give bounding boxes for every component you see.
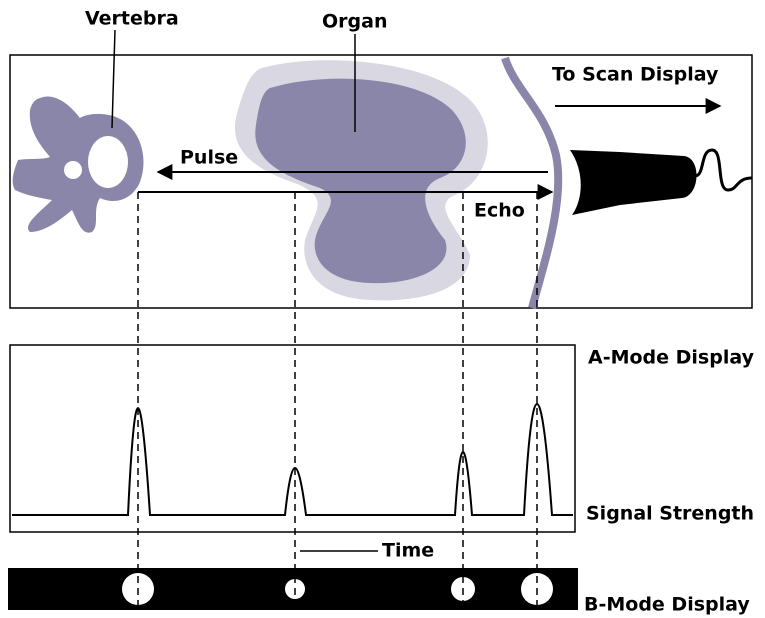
to-scan-label: To Scan Display [552, 64, 719, 86]
a-mode-box [9, 344, 576, 533]
a-mode-label: A-Mode Display [588, 347, 755, 369]
vertebra-hole [64, 161, 82, 179]
time-label: Time [382, 540, 434, 562]
pulse-label: Pulse [180, 147, 238, 169]
organ-label: Organ [322, 11, 387, 33]
vertebra-label: Vertebra [85, 8, 179, 30]
skin [501, 56, 563, 310]
dashed-guides [137, 192, 538, 605]
b-mode-label: B-Mode Display [584, 594, 750, 616]
echo-label: Echo [474, 200, 525, 222]
signal-label: Signal Strength [586, 503, 754, 525]
leader-line [111, 29, 116, 129]
vertebra-foramen [88, 136, 128, 188]
organ-inner [255, 78, 466, 284]
transducer [570, 150, 697, 215]
transducer-cable [694, 148, 753, 192]
signal-trace [12, 402, 573, 516]
